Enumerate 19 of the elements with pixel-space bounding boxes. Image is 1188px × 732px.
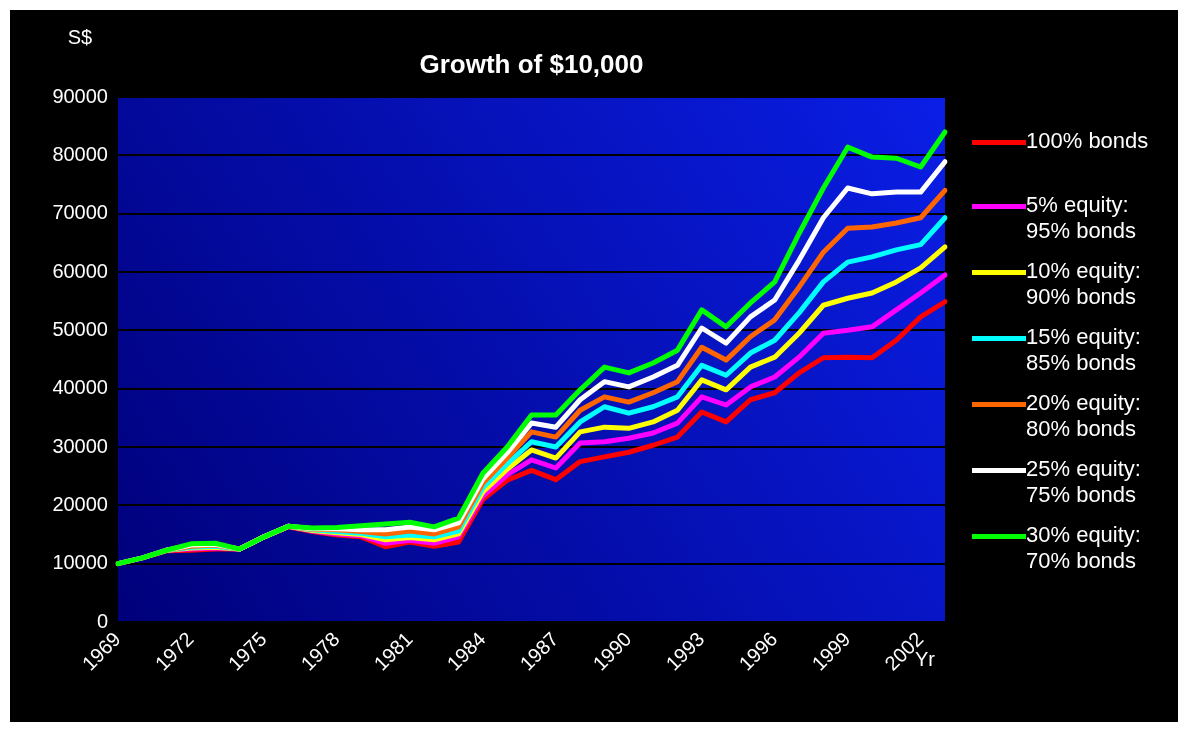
y-tick-label: 50000 (52, 317, 108, 340)
legend-label: 20% equity: 80% bonds (1026, 390, 1142, 442)
y-tick-label: 80000 (52, 142, 108, 165)
y-axis-title: S$ (67, 25, 93, 48)
y-tick-label: 30000 (52, 434, 108, 457)
legend-label: 15% equity: 85% bonds (1026, 324, 1142, 376)
y-tick-label: 0 (96, 609, 108, 632)
legend-label: 100% bonds (1026, 128, 1150, 154)
chart-title: Growth of $10,000 (419, 49, 644, 80)
y-tick-label: 20000 (52, 492, 108, 515)
legend-label: 10% equity: 90% bonds (1026, 258, 1142, 310)
y-tick-label: 70000 (52, 201, 108, 224)
legend-label: 5% equity: 95% bonds (1026, 192, 1138, 244)
y-tick-label: 40000 (52, 376, 108, 399)
legend-label: 30% equity: 70% bonds (1026, 522, 1142, 574)
y-tick-label: 10000 (52, 551, 108, 574)
legend-label: 25% equity: 75% bonds (1026, 456, 1142, 508)
y-tick-label: 90000 (52, 84, 108, 107)
y-tick-label: 60000 (52, 259, 108, 282)
